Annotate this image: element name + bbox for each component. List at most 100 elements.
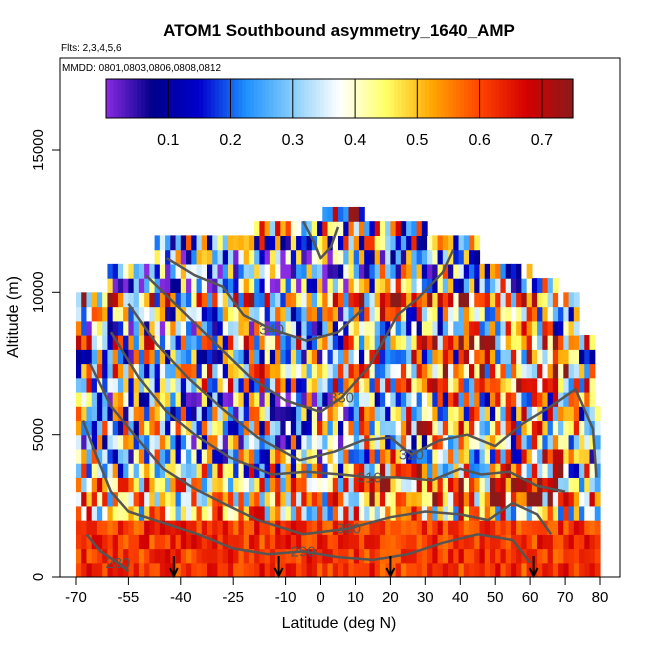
heatmap-cell: [107, 491, 114, 507]
heatmap-cell: [427, 235, 433, 251]
colorbar-swatch: [530, 79, 535, 118]
heatmap-cell: [474, 406, 481, 422]
heatmap-cell: [191, 278, 198, 293]
heatmap-cell: [138, 534, 145, 550]
heatmap-cell: [280, 349, 287, 365]
colorbar-swatch: [238, 79, 243, 118]
heatmap-cell: [495, 534, 502, 550]
heatmap-cell: [343, 406, 350, 422]
heatmap-cell: [379, 477, 386, 493]
heatmap-cell: [469, 306, 475, 322]
heatmap-cell: [379, 306, 386, 322]
x-tick-label: 10: [347, 589, 364, 606]
heatmap-cell: [369, 349, 376, 365]
heatmap-cell: [311, 477, 318, 493]
heatmap-cell: [327, 505, 334, 521]
heatmap-cell: [238, 434, 245, 450]
heatmap-cell: [385, 520, 391, 535]
heatmap-cell: [81, 562, 88, 577]
heatmap-cell: [123, 406, 129, 422]
heatmap-cell: [474, 335, 481, 350]
heatmap-cell: [217, 349, 224, 365]
heatmap-cell: [552, 463, 559, 478]
heatmap-cell: [568, 491, 575, 507]
heatmap-cell: [196, 463, 203, 478]
colorbar-swatch: [436, 79, 442, 118]
heatmap-cell: [327, 391, 334, 407]
heatmap-cell: [421, 463, 428, 478]
heatmap-cell: [133, 292, 140, 308]
heatmap-cell: [579, 448, 585, 464]
heatmap-cell: [327, 377, 334, 393]
heatmap-cell: [222, 463, 229, 478]
heatmap-cell: [411, 391, 418, 407]
heatmap-cell: [448, 278, 454, 293]
heatmap-cell: [484, 491, 491, 507]
heatmap-cell: [463, 235, 470, 251]
heatmap-cell: [437, 520, 444, 535]
heatmap-cell: [505, 306, 512, 322]
colorbar-swatch: [323, 79, 329, 118]
colorbar-swatch: [327, 79, 333, 118]
heatmap-cell: [552, 391, 559, 407]
heatmap-cell: [196, 349, 203, 365]
heatmap-cell: [348, 505, 355, 521]
heatmap-cell: [301, 263, 308, 279]
heatmap-cell: [526, 278, 533, 293]
heatmap-cell: [358, 377, 365, 393]
heatmap-cell: [427, 406, 433, 422]
colorbar-swatch: [557, 79, 562, 118]
heatmap-cell: [526, 363, 533, 379]
heatmap-cell: [364, 335, 371, 350]
colorbar-swatch: [222, 79, 228, 118]
heatmap-cell: [301, 335, 308, 350]
colorbar-tick-label: 0.6: [468, 132, 490, 149]
heatmap-cell: [531, 420, 538, 436]
heatmap-cell: [154, 448, 161, 464]
heatmap-cell: [112, 505, 119, 521]
heatmap-cell: [521, 420, 528, 436]
heatmap-cell: [264, 491, 271, 507]
heatmap-cell: [327, 263, 334, 279]
heatmap-cell: [432, 235, 439, 251]
heatmap-cell: [311, 491, 318, 507]
heatmap-cell: [589, 520, 596, 535]
colorbar-swatch: [522, 79, 527, 118]
heatmap-cell: [222, 434, 229, 450]
heatmap-cell: [479, 477, 486, 493]
heatmap-cell: [442, 249, 449, 265]
heatmap-cell: [395, 263, 402, 279]
heatmap-cell: [537, 463, 543, 478]
heatmap-cell: [222, 377, 229, 393]
profile-marker-arrow: [168, 556, 179, 579]
heatmap-cell: [594, 562, 601, 577]
heatmap-cell: [112, 363, 119, 379]
heatmap-cell: [123, 335, 129, 350]
heatmap-cell: [526, 263, 533, 279]
heatmap-cell: [275, 448, 281, 464]
heatmap-cell: [505, 491, 512, 507]
heatmap-cell: [406, 263, 412, 279]
heatmap-cell: [364, 534, 371, 550]
profile-markers: [168, 556, 539, 579]
heatmap-cell: [233, 377, 240, 393]
heatmap-cell: [91, 320, 98, 336]
heatmap-cell: [584, 391, 591, 407]
heatmap-cell: [243, 548, 250, 564]
heatmap-cell: [531, 377, 538, 393]
heatmap-cell: [343, 206, 350, 222]
heatmap-cell: [264, 263, 271, 279]
heatmap-cell: [338, 335, 344, 350]
heatmap-cell: [306, 463, 313, 478]
heatmap-cell: [86, 548, 93, 564]
heatmap-cell: [296, 249, 302, 265]
heatmap-cell: [296, 349, 302, 365]
heatmap-cell: [563, 363, 570, 379]
heatmap-cell: [558, 406, 564, 422]
heatmap-cell: [227, 335, 234, 350]
heatmap-cell: [390, 306, 397, 322]
heatmap-cell: [469, 292, 475, 308]
heatmap-cell: [489, 406, 496, 422]
heatmap-cell: [573, 377, 580, 393]
